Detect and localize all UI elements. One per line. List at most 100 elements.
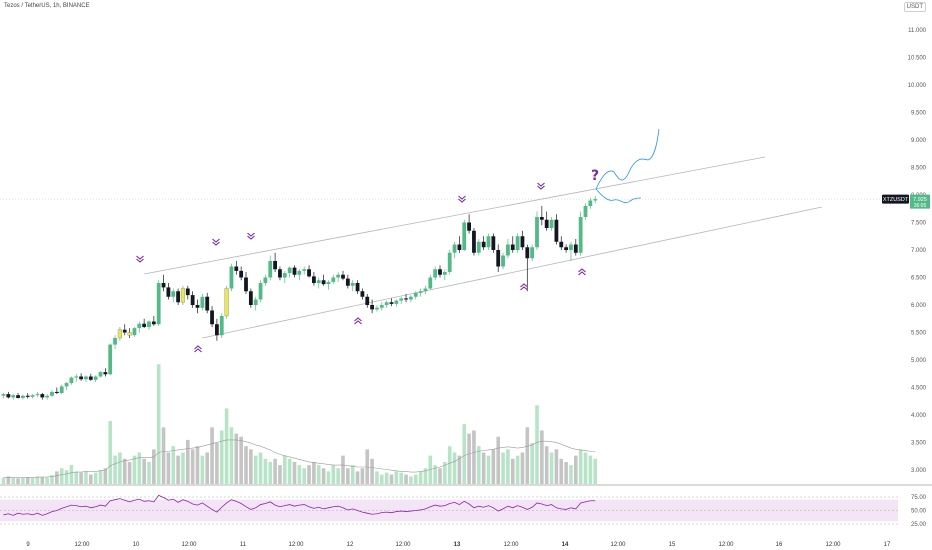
candle-body	[491, 236, 496, 250]
volume-bar	[215, 443, 219, 484]
volume-bar	[341, 455, 345, 484]
chevron-stroke	[578, 268, 586, 273]
chevron-stroke	[194, 345, 202, 350]
volume-bar	[16, 478, 20, 484]
volume-bar	[292, 461, 297, 484]
volume-bar	[84, 471, 88, 484]
candle-body	[45, 395, 50, 398]
volume-bar	[200, 455, 205, 484]
candle-body	[355, 283, 360, 292]
volume-bar	[263, 458, 268, 484]
volume-bar	[321, 468, 326, 484]
volume-bar	[593, 458, 597, 484]
candle-body	[273, 261, 277, 270]
volume-bar	[244, 446, 248, 484]
candle-body	[176, 291, 180, 303]
chevron-down-marker	[136, 255, 144, 263]
time-axis-label: 12:00	[74, 542, 90, 548]
candle-body	[282, 273, 287, 278]
chevron-stroke	[194, 348, 202, 353]
candle-body	[404, 298, 408, 300]
volume-bar	[583, 452, 588, 484]
volume-bar	[278, 465, 282, 484]
projection-flat-path	[595, 188, 642, 204]
volume-bar	[380, 474, 384, 484]
volume-bar	[331, 465, 336, 484]
candle-body	[21, 395, 25, 398]
candle-body	[418, 291, 423, 293]
candle-body	[127, 332, 132, 336]
candle-body	[122, 329, 127, 333]
volume-bar	[258, 452, 263, 484]
volume-bar	[93, 472, 98, 484]
volume-bar	[1, 477, 6, 484]
candle-body	[472, 230, 476, 253]
candle-body	[593, 199, 598, 201]
volume-bar	[413, 474, 418, 484]
candle-body	[190, 295, 195, 305]
candle-body	[452, 244, 457, 253]
volume-bar	[40, 477, 45, 484]
candle-body	[59, 386, 64, 393]
volume-bar	[501, 452, 505, 484]
price-axis-label: 4.500	[911, 386, 927, 392]
candle-body	[292, 267, 297, 275]
volume-bar	[156, 364, 161, 484]
volume-bar	[98, 470, 103, 484]
candle-body	[166, 287, 171, 297]
time-axis-label: 14	[562, 542, 569, 548]
volume-bar	[287, 458, 292, 484]
candle-body	[370, 305, 374, 310]
volume-bar	[224, 408, 229, 484]
volume-bar	[190, 449, 195, 484]
candle-body	[54, 391, 59, 393]
volume-bar	[574, 455, 578, 484]
candle-body	[486, 236, 491, 248]
currency-badge[interactable]: USDT	[903, 2, 926, 12]
volume-bar	[205, 452, 209, 484]
volume-bar	[186, 439, 190, 484]
candle-body	[161, 283, 166, 288]
candle-body	[200, 296, 205, 308]
volume-bar	[171, 446, 176, 484]
candle-body	[312, 276, 316, 283]
price-axis-label: 3.500	[911, 441, 927, 447]
chevron-down-marker	[458, 195, 466, 203]
volume-bar	[234, 433, 239, 484]
candle-body	[287, 267, 292, 274]
price-axis-label: 3.000	[911, 468, 927, 474]
candle-body	[11, 395, 16, 398]
volume-bar	[535, 405, 539, 484]
volume-bar	[472, 430, 476, 484]
volume-bar	[11, 477, 15, 484]
volume-bar	[506, 449, 510, 484]
candle-body	[239, 270, 244, 278]
candle-body	[467, 222, 471, 231]
volume-bar	[399, 472, 403, 484]
price-axis-label: 9.500	[911, 111, 927, 117]
price-axis-label: 8.500	[911, 166, 927, 172]
volume-bar	[45, 477, 49, 484]
candle-body	[462, 222, 467, 250]
price-axis-label: 10.500	[908, 56, 927, 62]
symbol-title: Tezos / TetherUS, 1h, BINANCE	[4, 3, 90, 9]
volume-bar	[481, 452, 486, 484]
chevron-stroke	[537, 185, 545, 190]
volume-bar	[510, 458, 515, 484]
projection-bullish-path	[595, 128, 660, 190]
candle-body	[384, 302, 389, 305]
candle-body	[447, 252, 452, 272]
time-axis-label: 9	[26, 542, 30, 548]
volume-bar	[142, 458, 146, 484]
volume-bar	[302, 468, 306, 484]
volume-bar	[113, 455, 117, 484]
chevron-stroke	[354, 320, 362, 325]
candle-body	[457, 244, 462, 250]
volume-bar	[69, 465, 74, 484]
time-axis-label: 12:00	[718, 542, 734, 548]
candle-body	[399, 298, 404, 301]
price-axis-label: 5.500	[911, 331, 927, 337]
candle-body	[40, 394, 45, 398]
volume-bar	[6, 476, 11, 484]
